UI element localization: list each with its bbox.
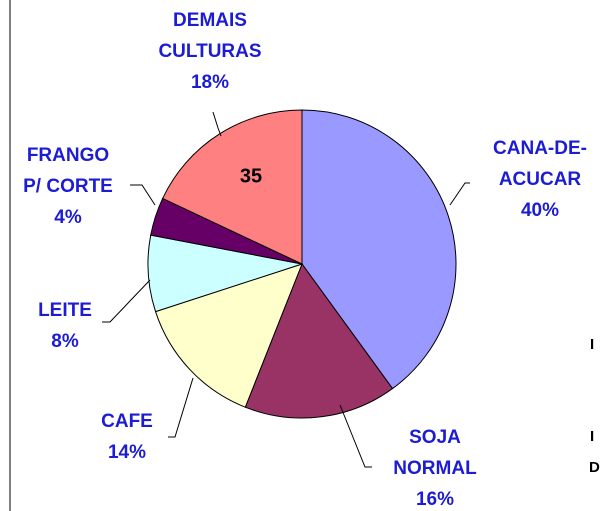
leader-line <box>212 111 222 137</box>
category-label: CAFE <box>101 411 153 432</box>
side-text: D <box>589 459 600 476</box>
slice-label: CAFE 14% <box>87 406 167 468</box>
slice-label: LEITE 8% <box>25 295 105 357</box>
side-text: I <box>590 336 595 353</box>
category-label: FRANGO P/ CORTE <box>23 145 113 197</box>
pie <box>147 109 457 419</box>
slice-label: SOJA NORMAL 16% <box>380 422 490 511</box>
slice-label: DEMAIS CULTURAS 18% <box>145 5 275 98</box>
leader-line <box>339 404 372 468</box>
leader-lines <box>102 111 470 468</box>
category-label: SOJA NORMAL <box>393 427 477 479</box>
annotation: 35 <box>240 165 262 187</box>
leader-line <box>449 182 470 206</box>
slice-label: FRANGO P/ CORTE 4% <box>18 140 118 233</box>
leader-line <box>102 279 151 323</box>
value-label: 8% <box>51 331 79 352</box>
category-label: LEITE <box>38 300 92 321</box>
leader-line <box>130 184 156 206</box>
value-label: 18% <box>190 72 230 93</box>
pie-slice <box>161 109 303 265</box>
value-label: 40% <box>520 200 560 221</box>
leader-line <box>168 377 194 438</box>
pie-slice <box>301 109 457 390</box>
value-label: 14% <box>107 442 147 463</box>
category-label: DEMAIS CULTURAS <box>158 10 262 62</box>
side-text: I <box>590 428 595 445</box>
value-label: 4% <box>54 207 82 228</box>
pie-slice <box>244 262 394 419</box>
category-label: CANA-DE-ACUCAR <box>493 138 587 190</box>
value-label: 16% <box>415 489 455 510</box>
slice-label: CANA-DE-ACUCAR 40% <box>485 133 595 226</box>
